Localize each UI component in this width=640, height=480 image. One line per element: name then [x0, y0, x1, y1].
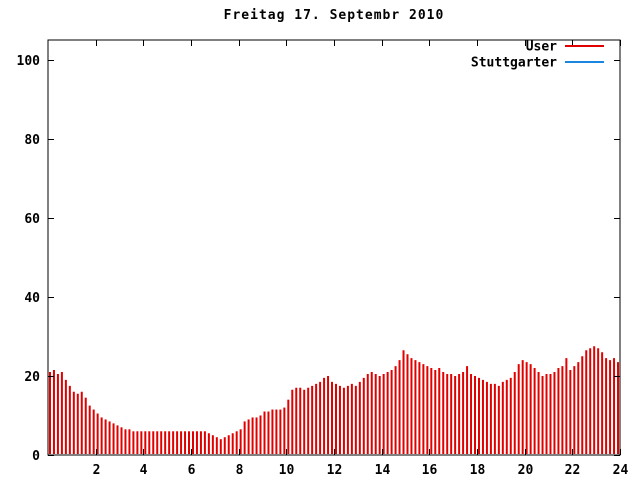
x-tick-label: 18	[470, 463, 486, 478]
y-tick-label: 80	[24, 133, 40, 148]
x-tick-label: 4	[140, 463, 148, 478]
legend-label-user: User	[526, 40, 557, 55]
y-tick-label: 60	[24, 212, 40, 227]
y-tick-label: 40	[24, 291, 40, 306]
y-tick-label: 100	[17, 54, 41, 69]
x-tick-label: 20	[518, 463, 534, 478]
x-tick-label: 14	[375, 463, 391, 478]
y-tick-label: 0	[32, 449, 40, 464]
x-tick-label: 8	[236, 463, 244, 478]
x-tick-label: 2	[93, 463, 101, 478]
y-tick-label: 20	[24, 370, 40, 385]
x-tick-label: 22	[565, 463, 581, 478]
x-tick-label: 24	[613, 463, 629, 478]
legend-label-stuttgarter: Stuttgarter	[471, 56, 557, 71]
x-tick-label: 16	[422, 463, 438, 478]
x-tick-label: 6	[188, 463, 196, 478]
x-tick-label: 10	[279, 463, 295, 478]
chart-title: Freitag 17. Septembr 2010	[223, 8, 445, 23]
x-tick-label: 12	[327, 463, 343, 478]
